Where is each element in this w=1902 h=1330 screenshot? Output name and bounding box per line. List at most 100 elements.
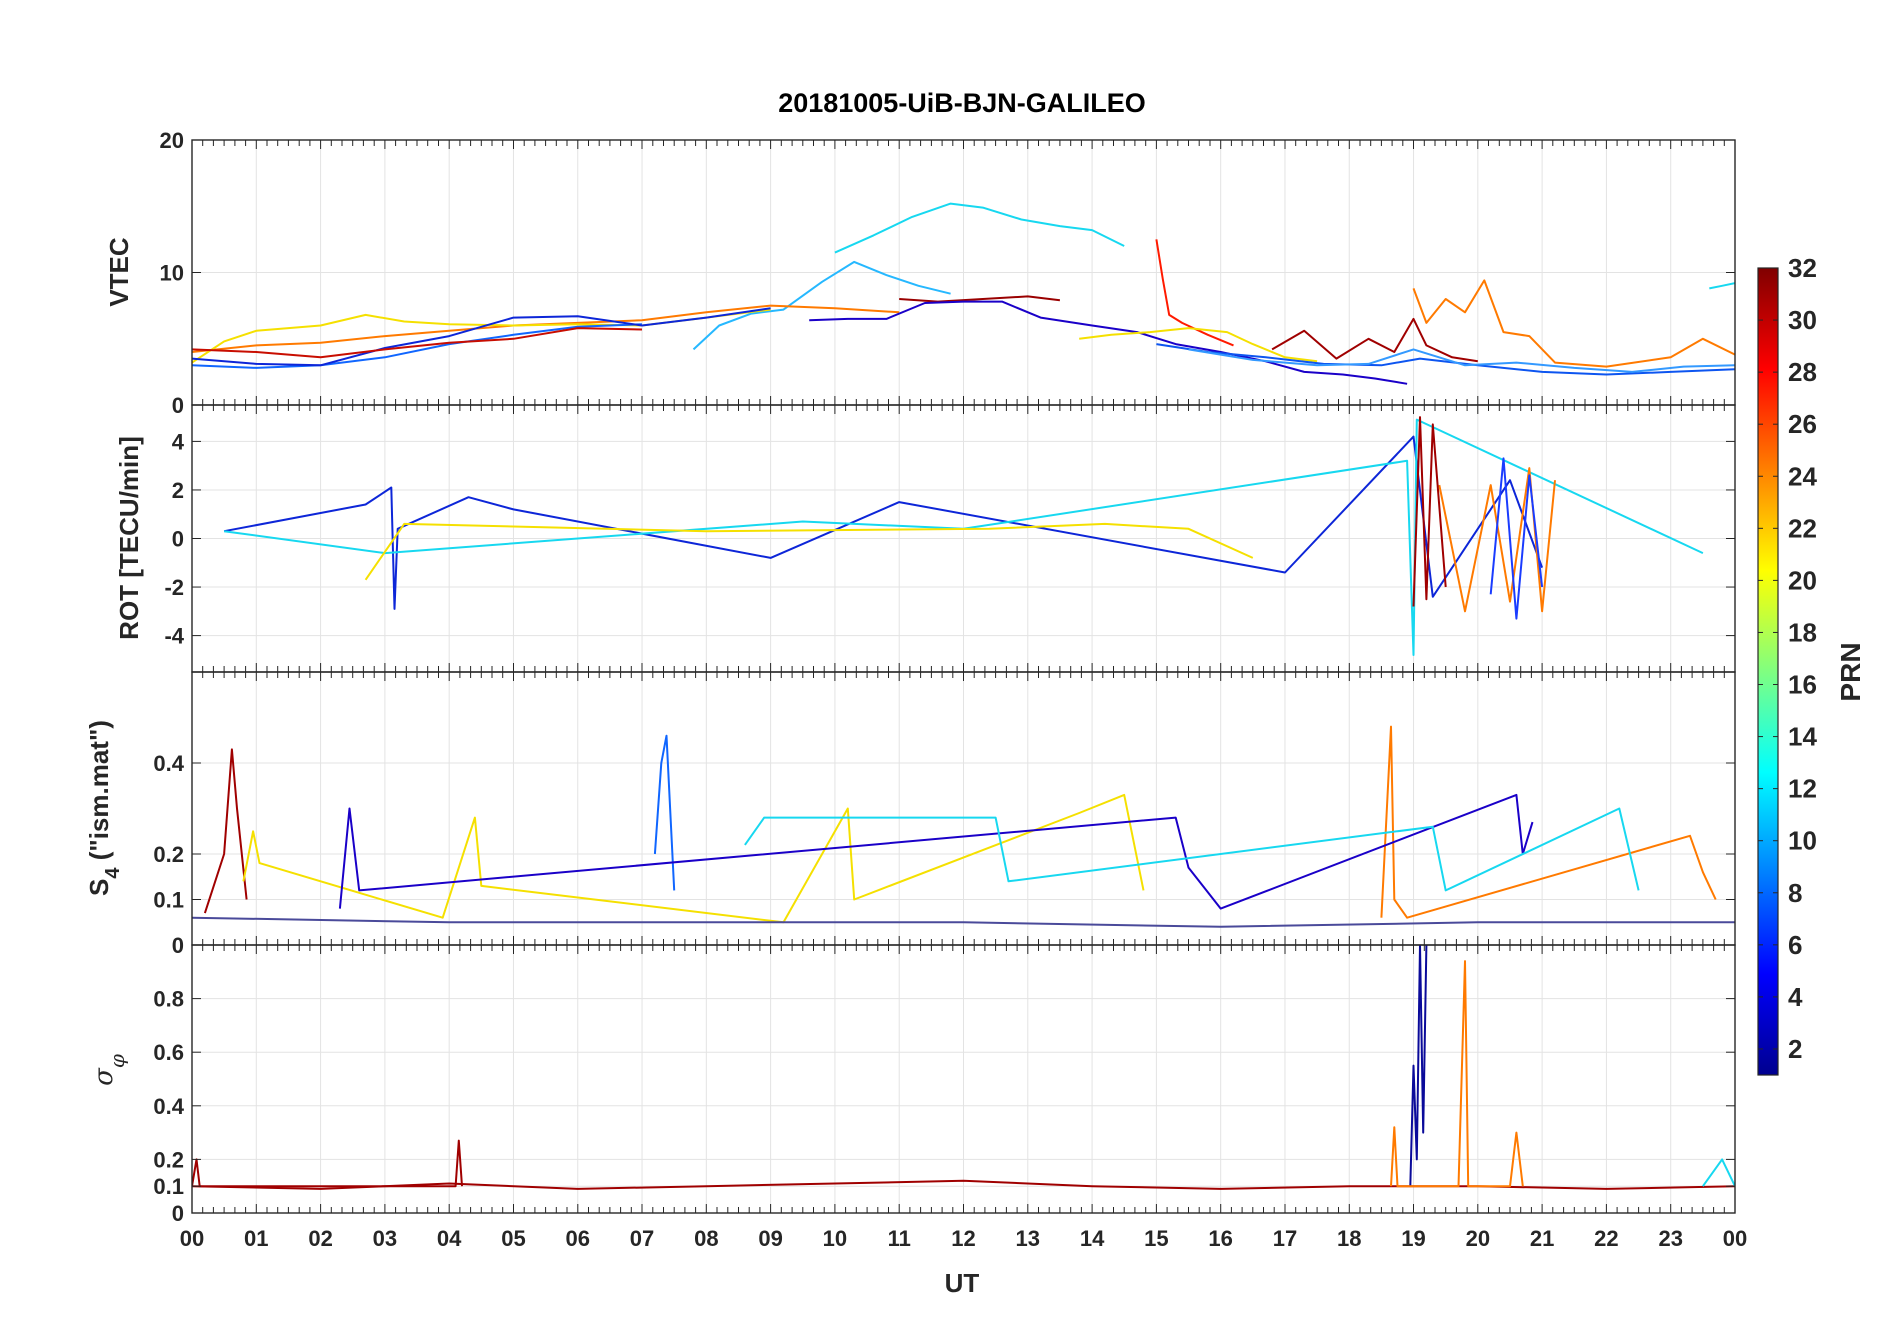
y-tick-label: 0.1 (153, 1174, 184, 1199)
colorbar-tick-label: 10 (1788, 826, 1817, 856)
colorbar-tick-label: 14 (1788, 722, 1817, 752)
x-tick-label: 14 (1080, 1226, 1105, 1251)
x-tick-label: 11 (888, 1226, 911, 1251)
series-line-sigma_phi-3 (1390, 960, 1524, 1188)
chart-title: 20181005-UiB-BJN-GALILEO (778, 88, 1146, 118)
series-line-vtec-13 (1412, 279, 1735, 368)
x-tick-label: 05 (501, 1226, 525, 1251)
x-tick-label: 22 (1594, 1226, 1618, 1251)
x-tick-label: 20 (1466, 1226, 1490, 1251)
colorbar-tick-label: 12 (1788, 774, 1817, 804)
y-ticks-sigma_phi: 00.10.2 0.4 0.6 0.8 (153, 987, 1735, 1226)
x-tick-label: 23 (1658, 1226, 1682, 1251)
y-ticks-s4: 0 0.1 0.2 0.4 (153, 751, 1735, 958)
x-tick-label: 21 (1530, 1226, 1554, 1251)
series-line-rot-4 (1412, 416, 1447, 607)
series-line-vtec-7 (899, 295, 1061, 303)
colorbar-tick-label: 18 (1788, 617, 1817, 647)
series-line-s4-4 (338, 793, 1534, 910)
series-line-s4-3 (1380, 725, 1717, 919)
series-line-s4-5 (744, 807, 1640, 892)
series-line-rot-0 (223, 435, 1544, 610)
series-line-rot-1 (223, 418, 1704, 656)
grid-rot (192, 405, 1735, 672)
colorbar-tick-label: 2 (1788, 1034, 1802, 1064)
series-line-sigma_phi-2 (1409, 945, 1428, 1187)
series-line-s4-2 (653, 734, 676, 891)
x-tick-label: 00 (1723, 1226, 1747, 1251)
y-tick-label: 0.2 (153, 1147, 184, 1172)
colorbar-tick-label: 26 (1788, 409, 1817, 439)
x-tick-label: 04 (437, 1226, 462, 1251)
series-line-vtec-11 (1156, 343, 1735, 376)
y-tick-label: 0.1 (153, 888, 184, 913)
x-tick-label: 10 (823, 1226, 847, 1251)
x-axis-label: UT (945, 1268, 980, 1298)
series-line-sigma_phi-1 (192, 1139, 463, 1188)
series-line-vtec-15 (1709, 282, 1735, 290)
series-line-vtec-12 (1188, 348, 1735, 373)
series-line-vtec-5 (192, 307, 771, 367)
series-line-vtec-9 (1155, 239, 1234, 347)
series-line-vtec-8 (809, 300, 1408, 385)
x-ticks-rot (191, 405, 1736, 672)
y-tick-label: 0 (172, 1201, 184, 1226)
grid-sigma_phi (192, 945, 1735, 1214)
colorbar-tick-label: 6 (1788, 930, 1802, 960)
series-line-vtec-14 (1271, 317, 1478, 363)
series-line-rot-5 (1489, 457, 1544, 620)
x-tick-label: 13 (1016, 1226, 1040, 1251)
x-tick-label: 08 (694, 1226, 718, 1251)
x-tick-label: 09 (758, 1226, 782, 1251)
y-tick-label: 0.2 (153, 842, 184, 867)
y-tick-label: 20 (160, 128, 184, 153)
x-tick-label: 01 (244, 1226, 268, 1251)
x-tick-label: 06 (566, 1226, 590, 1251)
y-tick-label: 0.4 (153, 1094, 184, 1119)
y-tick-label: 4 (172, 429, 185, 454)
y-axis-label-vtec: VTEC (104, 237, 134, 307)
x-ticks-vtec (191, 140, 1736, 405)
x-tick-labels: 00 01 02 03 04 05 06 07 08 09 10 11 12 13 14 15 16 17 18 19… (180, 1226, 1747, 1251)
colorbar-tick-label: 28 (1788, 357, 1817, 387)
series-line-vtec-1 (692, 260, 951, 351)
series-line-vtec-2 (192, 304, 900, 353)
x-tick-label: 12 (951, 1226, 975, 1251)
grid-vtec (192, 139, 1735, 406)
colorbar-gradient (1757, 267, 1779, 1076)
x-tick-label: 15 (1144, 1226, 1168, 1251)
colorbar-tick-label: 20 (1788, 565, 1817, 595)
y-tick-label: 2 (172, 478, 184, 503)
colorbar-tick-label: 8 (1788, 878, 1802, 908)
y-tick-label: 0 (172, 933, 184, 958)
panel-s4: 0 0.1 0.2 0.4 S4 ("ism.mat") (84, 671, 1736, 958)
series-line-s4-6 (192, 916, 1735, 928)
x-tick-label: 19 (1401, 1226, 1425, 1251)
colorbar-label: PRN (1835, 642, 1866, 701)
y-tick-label: 10 (160, 261, 184, 286)
colorbar-tick-label: 4 (1788, 982, 1803, 1012)
y-tick-label: 0.4 (153, 751, 184, 776)
series-group (192, 202, 1735, 385)
series-line-rot-3 (1438, 467, 1556, 613)
x-tick-label: 16 (1208, 1226, 1232, 1251)
y-ticks-vtec: 0 10 20 (160, 128, 1735, 418)
x-ticks-s4 (191, 672, 1736, 945)
y-axis-label-sigma_phi: σφ (89, 1054, 129, 1086)
y-tick-label: 0 (172, 393, 184, 418)
y-ticks-rot: -4 -2 0 2 4 (164, 429, 1735, 649)
panel-vtec: 0 10 20 VTEC (104, 128, 1736, 418)
colorbar-tick-label: 16 (1788, 670, 1817, 700)
series-line-s4-1 (242, 793, 1145, 924)
x-tick-label: 03 (373, 1226, 397, 1251)
x-ticks-sigma_phi (191, 945, 1736, 1213)
series-group (192, 725, 1735, 928)
y-tick-label: 0 (172, 527, 184, 552)
series-group (223, 416, 1704, 656)
y-tick-label: 0.8 (153, 987, 184, 1012)
y-axis-label-s4: S4 ("ism.mat") (84, 720, 124, 896)
panel-rot: -4 -2 0 2 4 ROT [TECU/min] (114, 404, 1736, 673)
y-tick-label: 0.6 (153, 1040, 184, 1065)
series-line-vtec-10 (1079, 327, 1318, 363)
